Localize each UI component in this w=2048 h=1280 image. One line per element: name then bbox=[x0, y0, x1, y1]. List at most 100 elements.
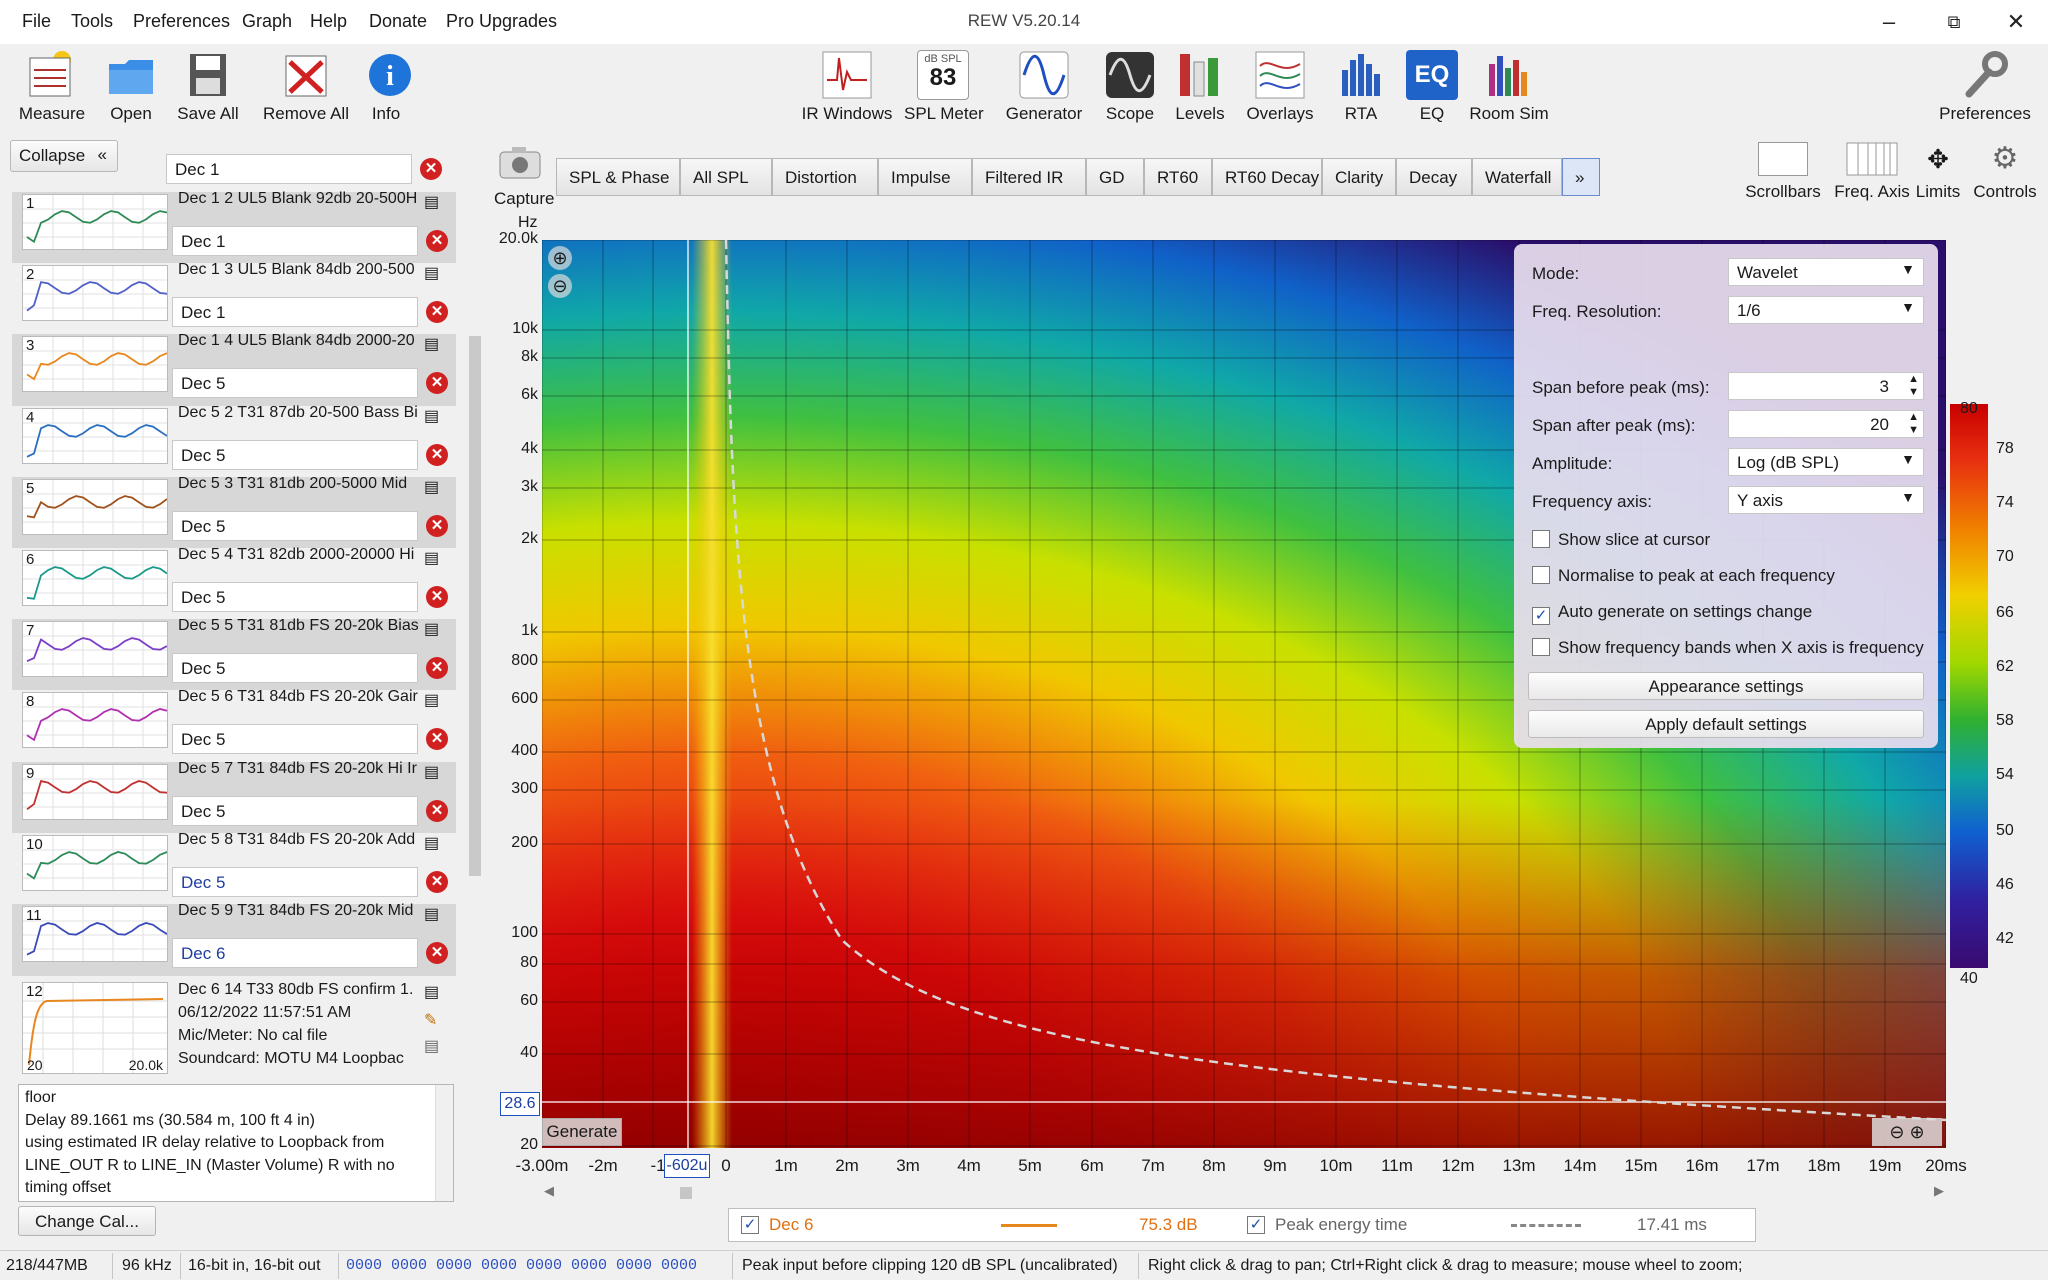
checkbox-checked[interactable]: ✓ bbox=[1532, 607, 1550, 625]
ir-icon[interactable]: ▤ bbox=[424, 265, 440, 283]
span-after-spinner[interactable]: 20 ▲ ▼ bbox=[1728, 410, 1924, 438]
tab-decay[interactable]: Decay bbox=[1396, 158, 1472, 196]
menu-preferences[interactable]: Preferences bbox=[133, 11, 231, 31]
checkbox[interactable] bbox=[1532, 566, 1550, 584]
notes-field[interactable]: Dec 5 bbox=[172, 795, 418, 826]
freq-resolution-select[interactable]: 1/6 ▼ bbox=[1728, 296, 1924, 324]
delete-icon[interactable]: ✕ bbox=[426, 514, 448, 537]
pencil-icon[interactable]: ✎ bbox=[424, 1012, 438, 1029]
frequency-axis-select[interactable]: Y axis ▼ bbox=[1728, 486, 1924, 514]
notes-field[interactable]: Dec 1 bbox=[172, 297, 418, 328]
tab-filtered-ir[interactable]: Filtered IR bbox=[972, 158, 1086, 196]
levels-button[interactable]: Levels bbox=[1172, 50, 1228, 124]
notes-field[interactable]: Dec 5 bbox=[172, 582, 418, 612]
menu-file[interactable]: File bbox=[22, 11, 52, 31]
info-button[interactable]: i Info bbox=[364, 50, 411, 124]
save-all-button[interactable]: Save All bbox=[172, 50, 244, 124]
normalise-checkbox[interactable]: Normalise to peak at each frequency bbox=[1532, 566, 1835, 586]
generate-button[interactable]: Generate bbox=[542, 1118, 622, 1146]
tab-distortion[interactable]: Distortion bbox=[772, 158, 878, 196]
ir-windows-button[interactable]: IR Windows bbox=[800, 50, 894, 124]
delete-icon[interactable]: ✕ bbox=[426, 586, 448, 608]
ir-icon[interactable]: ▤ bbox=[424, 407, 440, 425]
checkbox[interactable] bbox=[1532, 530, 1550, 548]
series-checkbox[interactable]: ✓ bbox=[741, 1216, 759, 1234]
tab-rt60-decay[interactable]: RT60 Decay bbox=[1212, 158, 1322, 196]
appearance-settings-button[interactable]: Appearance settings bbox=[1528, 672, 1924, 700]
scroll-left-icon[interactable]: ◀ bbox=[544, 1183, 554, 1198]
show-slice-checkbox[interactable]: Show slice at cursor bbox=[1532, 530, 1710, 550]
tab-impulse[interactable]: Impulse bbox=[878, 158, 972, 196]
close-button[interactable]: ✕ bbox=[2006, 9, 2026, 34]
measurement-row[interactable]: 11 Dec 5 9 T31 84db FS 20-20k Mid ▤ Dec 6 ✕ bbox=[12, 902, 456, 976]
notes-field[interactable]: Dec 5 bbox=[172, 510, 418, 541]
measurement-row[interactable]: 7 Dec 5 5 T31 81db FS 20-20k Bias ▤ Dec 5 ✕ bbox=[12, 617, 456, 692]
preferences-button[interactable]: Preferences bbox=[1938, 50, 2032, 124]
document-icon[interactable]: ▤ bbox=[424, 1038, 440, 1055]
scroll-right-icon[interactable]: ▶ bbox=[1934, 1183, 1944, 1198]
measurement-row[interactable]: 8 Dec 5 6 T31 84db FS 20-20k Gair ▤ Dec 5 ✕ bbox=[12, 688, 456, 763]
checkbox[interactable] bbox=[1532, 638, 1550, 656]
delete-icon[interactable]: ✕ bbox=[426, 870, 448, 893]
generator-button[interactable]: Generator bbox=[1004, 50, 1084, 124]
scrollbar-thumb[interactable] bbox=[680, 1187, 692, 1199]
notes-field[interactable]: Dec 5 bbox=[172, 439, 418, 470]
menu-graph[interactable]: Graph bbox=[242, 11, 293, 31]
measurement-row[interactable]: 2 Dec 1 3 UL5 Blank 84db 200-500 ▤ Dec 1 ✕ bbox=[12, 261, 456, 336]
spinner-arrows-icon[interactable]: ▲ ▼ bbox=[1908, 373, 1919, 398]
measurement-row[interactable]: 3 Dec 1 4 UL5 Blank 84db 2000-20 ▤ Dec 5 ✕ bbox=[12, 332, 456, 407]
measurement-row[interactable]: 10 Dec 5 8 T31 84db FS 20-20k Add ▤ Dec 5 ✕ bbox=[12, 831, 456, 905]
delete-icon[interactable]: ✕ bbox=[426, 372, 448, 395]
measure-button[interactable]: Measure bbox=[14, 50, 90, 124]
ir-icon[interactable]: ▤ bbox=[424, 692, 440, 710]
auto-generate-checkbox[interactable]: ✓ Auto generate on settings change bbox=[1532, 602, 1812, 625]
ir-icon[interactable]: ▤ bbox=[424, 834, 440, 852]
apply-default-settings-button[interactable]: Apply default settings bbox=[1528, 710, 1924, 738]
show-freq-bands-checkbox[interactable]: Show frequency bands when X axis is freq… bbox=[1532, 638, 1924, 658]
more-tabs-button[interactable]: » bbox=[1562, 158, 1600, 196]
open-button[interactable]: Open bbox=[98, 50, 164, 124]
spinner-arrows-icon[interactable]: ▲ ▼ bbox=[1908, 411, 1919, 436]
tab-spl-phase[interactable]: SPL & Phase bbox=[556, 158, 680, 196]
measurement-row[interactable]: 9 Dec 5 7 T31 84db FS 20-20k Hi Ir ▤ Dec 5 ✕ bbox=[12, 760, 456, 834]
ir-icon[interactable]: ▤ bbox=[424, 763, 440, 781]
ir-icon[interactable]: ▤ bbox=[424, 336, 440, 354]
change-cal-button[interactable]: Change Cal... bbox=[18, 1206, 156, 1236]
minimize-button[interactable]: – bbox=[1882, 9, 1896, 34]
notes-field[interactable]: Dec 6 bbox=[172, 938, 418, 968]
scrollbars-button[interactable]: Scrollbars bbox=[1742, 142, 1824, 202]
measurement-row[interactable]: 6 Dec 5 4 T31 82db 2000-20000 Hi ▤ Dec 5 ✕ bbox=[12, 546, 456, 620]
notes-field[interactable]: Dec 1 bbox=[172, 226, 418, 256]
limits-button[interactable]: ✥ Limits bbox=[1912, 142, 1964, 202]
menu-pro-upgrades[interactable]: Pro Upgrades bbox=[446, 11, 558, 31]
notes-field[interactable]: Dec 1 bbox=[166, 154, 412, 184]
rta-button[interactable]: RTA bbox=[1336, 50, 1386, 124]
menu-tools[interactable]: Tools bbox=[71, 11, 114, 31]
zoom-in-icon[interactable]: ⊕ bbox=[548, 246, 572, 270]
ir-icon[interactable]: ▤ bbox=[424, 906, 440, 923]
amplitude-select[interactable]: Log (dB SPL) ▼ bbox=[1728, 448, 1924, 476]
selected-measurement[interactable]: 12 20 20.0k Dec 6 14 T33 80db FS confirm… bbox=[12, 980, 456, 1076]
freq-axis-button[interactable]: Freq. Axis bbox=[1832, 142, 1912, 202]
notes-field[interactable]: Dec 5 bbox=[172, 866, 418, 897]
delete-icon[interactable]: ✕ bbox=[426, 657, 448, 680]
capture-button[interactable]: Capture bbox=[494, 144, 554, 209]
measurement-row[interactable]: 4 Dec 5 2 T31 87db 20-500 Bass Bi ▤ Dec 5 ✕ bbox=[12, 404, 456, 478]
ir-icon[interactable]: ▤ bbox=[424, 621, 440, 639]
horizontal-scrollbar[interactable]: ◀ ▶ bbox=[542, 1183, 1946, 1200]
measurement-row[interactable]: 5 Dec 5 3 T31 81db 200-5000 Mid ▤ Dec 5 ✕ bbox=[12, 475, 456, 549]
measurements-scrollbar[interactable] bbox=[466, 238, 484, 1148]
delete-icon[interactable]: ✕ bbox=[426, 799, 448, 822]
ir-icon[interactable]: ▤ bbox=[424, 194, 440, 211]
delete-icon[interactable]: ✕ bbox=[426, 728, 448, 751]
delete-icon[interactable]: ✕ bbox=[426, 942, 448, 964]
collapse-button[interactable]: Collapse « bbox=[10, 140, 118, 172]
restore-button[interactable]: ⧉ bbox=[1947, 12, 1961, 32]
scrollbar-thumb[interactable] bbox=[469, 336, 481, 876]
eq-button[interactable]: EQ EQ bbox=[1404, 50, 1460, 124]
menu-help[interactable]: Help bbox=[310, 11, 348, 31]
overlays-button[interactable]: Overlays bbox=[1242, 50, 1318, 124]
tab-rt60[interactable]: RT60 bbox=[1144, 158, 1212, 196]
notes-field[interactable]: Dec 5 bbox=[172, 653, 418, 684]
ir-icon[interactable]: ▤ bbox=[424, 984, 440, 1001]
